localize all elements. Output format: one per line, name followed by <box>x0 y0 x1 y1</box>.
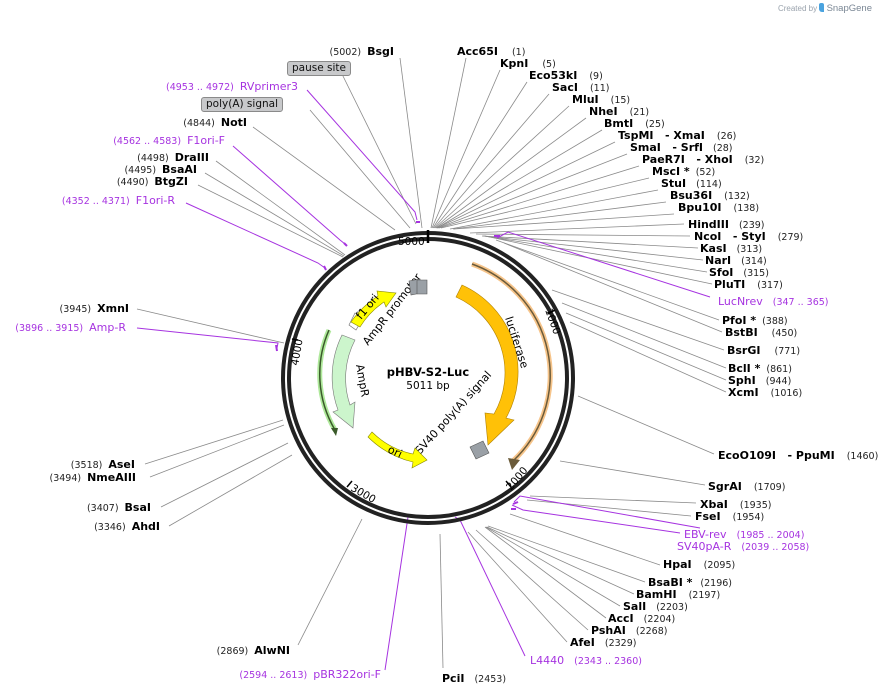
primer-label[interactable]: LucNrev (347 .. 365) <box>718 295 829 308</box>
plasmid-length: 5011 bp <box>406 380 450 392</box>
enzyme-label[interactable]: SphI (944) <box>728 374 791 387</box>
enzyme-label[interactable]: HpaI (2095) <box>663 558 735 571</box>
enzyme-label[interactable]: PshAI (2268) <box>591 624 667 637</box>
enzyme-label[interactable]: (3518) AseI <box>71 458 135 471</box>
credit-brand: SnapGene <box>826 3 872 14</box>
enzyme-label[interactable]: Bsu36I (132) <box>670 189 750 202</box>
enzyme-label[interactable]: TspMI - XmaI (26) <box>618 129 736 142</box>
enzyme-label[interactable]: (3945) XmnI <box>60 302 129 315</box>
enzyme-label[interactable]: XbaI (1935) <box>700 498 771 511</box>
enzyme-label[interactable]: BamHI (2197) <box>636 588 720 601</box>
tick-4000: 4000 <box>289 338 305 366</box>
enzyme-labels-right: Acc65I (1) KpnI (5) Eco53kI (9) SacI (11) Ml… <box>442 45 878 685</box>
enzyme-label[interactable]: SmaI - SrfI (28) <box>630 141 733 154</box>
enzyme-label[interactable]: NcoI - StyI (279) <box>694 230 803 243</box>
enzyme-label[interactable]: AfeI (2329) <box>570 636 636 649</box>
enzyme-label[interactable]: Bpu10I (138) <box>678 201 759 214</box>
enzyme-label[interactable]: KpnI (5) <box>500 57 556 70</box>
enzyme-label[interactable]: HindIII (239) <box>688 218 765 231</box>
enzyme-label[interactable]: FseI (1954) <box>695 510 764 523</box>
primer-label[interactable]: (4953 .. 4972) RVprimer3 <box>166 80 298 93</box>
enzyme-label[interactable]: StuI (114) <box>661 177 722 190</box>
enzyme-label[interactable]: (4495) BsaAI <box>124 163 197 176</box>
sv40-polya-box[interactable] <box>469 440 490 460</box>
enzyme-label[interactable]: BsaBI * (2196) <box>648 576 732 589</box>
enzyme-label[interactable]: (2869) AlwNI <box>217 644 290 657</box>
pause-site-tag[interactable]: pause site <box>287 61 351 76</box>
polya-signal-tag[interactable]: poly(A) signal <box>201 97 283 112</box>
snapgene-credit: Created by SnapGene <box>778 3 872 14</box>
enzyme-label[interactable]: (5002) BsgI <box>330 45 395 58</box>
ori-label: ori <box>386 443 404 461</box>
tick-1000: 1000 <box>542 307 562 336</box>
enzyme-label[interactable]: SfoI (315) <box>709 266 769 279</box>
primer-labels: LucNrev (347 .. 365) EBV-rev (1985 .. 2004… <box>15 80 828 681</box>
enzyme-label[interactable]: (3407) BsaI <box>87 501 151 514</box>
polya-signal-box[interactable] <box>416 279 428 295</box>
enzyme-label[interactable]: (4844) NotI <box>183 116 247 129</box>
enzyme-label[interactable]: AccI (2204) <box>608 612 675 625</box>
enzyme-label[interactable]: BclI * (861) <box>728 362 792 375</box>
backbone <box>281 230 575 525</box>
snapgene-logo-icon <box>819 3 825 12</box>
plasmid-name: pHBV-S2-Luc <box>387 365 470 379</box>
enzyme-label[interactable]: NheI (21) <box>589 105 649 118</box>
ampr-feature[interactable] <box>331 334 356 429</box>
primer-label[interactable]: L4440 (2343 .. 2360) <box>530 654 642 667</box>
enzyme-label[interactable]: MscI * (52) <box>652 165 715 178</box>
enzyme-label[interactable]: (4498) DraIII <box>137 151 209 164</box>
enzyme-label[interactable]: PluTI (317) <box>714 278 783 291</box>
enzyme-label[interactable]: BmtI (25) <box>604 117 665 130</box>
enzyme-label[interactable]: (3494) NmeAIII <box>49 471 136 484</box>
enzyme-label[interactable]: SacI (11) <box>552 81 609 94</box>
enzyme-label[interactable]: NarI (314) <box>705 254 767 267</box>
primer-label[interactable]: (4352 .. 4371) F1ori-R <box>62 194 175 207</box>
credit-prefix: Created by <box>777 4 818 13</box>
enzyme-label[interactable]: PaeR7I - XhoI (32) <box>642 153 764 166</box>
primer-label[interactable]: (3896 .. 3915) Amp-R <box>15 321 126 334</box>
enzyme-label[interactable]: Eco53kI (9) <box>529 69 603 82</box>
f1-ori-feature[interactable] <box>350 290 397 328</box>
enzyme-label[interactable]: BsrGI (771) <box>727 344 800 357</box>
ampr-label: AmpR <box>353 363 372 398</box>
primer-label[interactable]: SV40pA-R (2039 .. 2058) <box>677 540 809 553</box>
enzyme-label[interactable]: Acc65I (1) <box>457 45 525 58</box>
leader-lines <box>136 57 727 669</box>
primer-label[interactable]: (4562 .. 4583) F1ori-F <box>113 134 225 147</box>
primer-label[interactable]: (2594 .. 2613) pBR322ori-F <box>239 668 381 681</box>
enzyme-label[interactable]: (3346) AhdI <box>94 520 160 533</box>
primer-label[interactable]: EBV-rev (1985 .. 2004) <box>684 528 804 541</box>
enzyme-label[interactable]: PciI (2453) <box>442 672 506 685</box>
enzyme-label[interactable]: KasI (313) <box>700 242 762 255</box>
enzyme-labels-left: (5002) BsgI (4844) NotI (4498) DraIII (4495… <box>49 45 394 657</box>
enzyme-label[interactable]: XcmI (1016) <box>728 386 802 399</box>
enzyme-label[interactable]: BstBI (450) <box>725 326 797 339</box>
enzyme-label[interactable]: SgrAI (1709) <box>708 480 785 493</box>
enzyme-label[interactable]: (4490) BtgZI <box>117 175 188 188</box>
enzyme-label[interactable]: MluI (15) <box>572 93 630 106</box>
tick-5000: 5000 <box>398 236 425 248</box>
enzyme-label[interactable]: PfoI * (388) <box>722 314 788 327</box>
enzyme-label[interactable]: EcoO109I - PpuMI (1460) <box>718 449 878 462</box>
enzyme-label[interactable]: SalI (2203) <box>623 600 688 613</box>
luciferase-feature[interactable] <box>455 284 519 446</box>
ori-feature[interactable] <box>367 431 428 469</box>
